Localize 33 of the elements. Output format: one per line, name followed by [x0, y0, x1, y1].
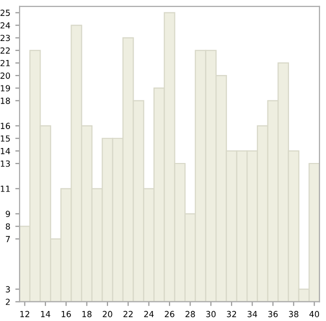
x-tick-label: 40 — [309, 310, 320, 318]
y-tick-label: 2 — [6, 298, 10, 305]
y-tick-label: 19 — [0, 85, 10, 92]
y-tick-label: 22 — [0, 47, 10, 54]
y-tick-label: 18 — [0, 98, 10, 104]
x-tick-label: 20 — [102, 310, 112, 318]
y-tick-label: 23 — [0, 34, 10, 42]
y-tick-label: 20 — [0, 72, 10, 79]
x-tick-label: 36 — [268, 310, 278, 318]
x-tick-label: 38 — [288, 310, 298, 318]
y-tick-label: 21 — [0, 60, 10, 66]
x-tick-label: 24 — [144, 310, 154, 318]
y-tick-label: 16 — [0, 122, 10, 130]
y-tick-label: 11 — [0, 186, 10, 192]
y-tick-label: 14 — [0, 148, 10, 154]
x-tick-label: 12 — [20, 310, 30, 318]
y-tick-label: 15 — [0, 135, 10, 142]
y-tick-label: 24 — [0, 22, 10, 28]
x-tick-label: 22 — [123, 310, 133, 318]
y-tick-label: 13 — [0, 160, 10, 167]
y-tick-label: 3 — [6, 286, 10, 292]
x-tick-label: 14 — [41, 311, 50, 318]
x-tick-label: 30 — [206, 310, 216, 318]
x-tick-label: 28 — [186, 310, 195, 318]
x-tick-label: 26 — [164, 310, 174, 318]
y-tick-label: 8 — [6, 223, 10, 230]
x-tick-label: 32 — [226, 310, 236, 318]
x-tick-label: 18 — [82, 310, 92, 318]
y-tick-label: 9 — [6, 210, 10, 218]
y-tick-label: 25 — [0, 10, 10, 16]
x-tick-label: 16 — [62, 310, 71, 318]
y-tick-label: 7 — [6, 236, 10, 242]
x-tick-label: 34 — [248, 310, 258, 318]
